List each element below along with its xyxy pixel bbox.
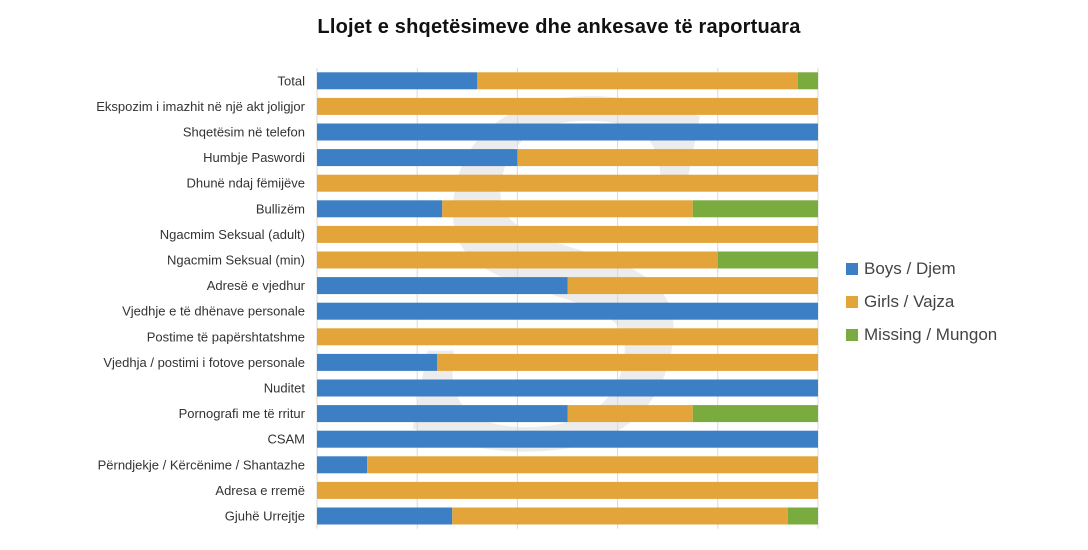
legend-item-boys: Boys / Djem — [846, 252, 997, 285]
bar-girls — [317, 328, 818, 346]
bar-boys — [317, 200, 443, 218]
bar-girls — [317, 251, 718, 269]
category-label: Vjedhje e të dhënave personale — [122, 304, 305, 319]
category-label: Adresa e rremë — [215, 483, 305, 498]
bar-missing — [717, 251, 818, 269]
legend-label-girls: Girls / Vajza — [864, 291, 955, 311]
category-label: Nuditet — [264, 381, 306, 396]
gridlines — [316, 68, 819, 529]
category-label: Total — [278, 73, 306, 88]
bar-girls — [437, 353, 818, 371]
bar-girls — [567, 277, 818, 295]
legend-swatch-missing — [846, 328, 858, 341]
bar-girls — [452, 507, 788, 525]
bar-girls — [317, 481, 818, 499]
bar-boys — [317, 277, 568, 295]
bar-boys — [317, 405, 568, 423]
category-label: Adresë e vjedhur — [207, 278, 306, 293]
bar-boys — [317, 430, 818, 448]
category-label: Shqetësim në telefon — [183, 125, 305, 140]
chart-title: Llojet e shqetësimeve dhe ankesave të ra… — [317, 16, 801, 38]
bar-girls — [477, 72, 798, 90]
category-labels: Total Ekspozim i imazhit në një akt jolig… — [96, 73, 305, 523]
legend-label-missing: Missing / Mungon — [864, 324, 998, 344]
bar-girls — [317, 225, 818, 243]
category-label: Dhunë ndaj fëmijëve — [186, 176, 305, 191]
legend-item-missing: Missing / Mungon — [846, 318, 997, 351]
bars — [317, 72, 818, 525]
category-label: Vjedhja / postimi i fotove personale — [103, 355, 305, 370]
category-label: Përndjekje / Kërcënime / Shantazhe — [98, 457, 305, 472]
category-label: Ekspozim i imazhit në një akt joligjor — [96, 99, 305, 114]
bar-boys — [317, 149, 518, 167]
bar-missing — [692, 200, 818, 218]
bar-boys — [317, 353, 438, 371]
bar-girls — [317, 174, 818, 192]
legend-swatch-girls — [846, 295, 858, 308]
legend-label-boys: Boys / Djem — [864, 258, 956, 278]
bar-girls — [317, 97, 818, 115]
bar-boys — [317, 123, 818, 141]
bar-missing — [692, 405, 818, 423]
bar-boys — [317, 72, 478, 90]
category-label: Gjuhë Urrejtje — [225, 509, 305, 524]
legend-item-girls: Girls / Vajza — [846, 285, 997, 318]
category-label: Humbje Paswordi — [203, 150, 305, 165]
bar-missing — [787, 507, 818, 525]
category-label: Ngacmim Seksual (adult) — [160, 227, 305, 242]
category-label: Ngacmim Seksual (min) — [167, 253, 305, 268]
bar-boys — [317, 507, 453, 525]
legend: Boys / Djem Girls / Vajza Missing / Mung… — [846, 252, 997, 351]
bar-girls — [517, 149, 818, 167]
bar-boys — [317, 456, 368, 474]
bar-boys — [317, 302, 818, 320]
bar-girls — [442, 200, 693, 218]
category-label: CSAM — [267, 432, 305, 447]
legend-swatch-boys — [846, 262, 858, 275]
bar-girls — [567, 405, 693, 423]
bar-girls — [367, 456, 818, 474]
bar-missing — [797, 72, 818, 90]
category-label: Bullizëm — [256, 201, 305, 216]
category-label: Postime të papërshtatshme — [147, 329, 305, 344]
category-label: Pornografi me të rritur — [179, 406, 306, 421]
bar-boys — [317, 379, 818, 397]
